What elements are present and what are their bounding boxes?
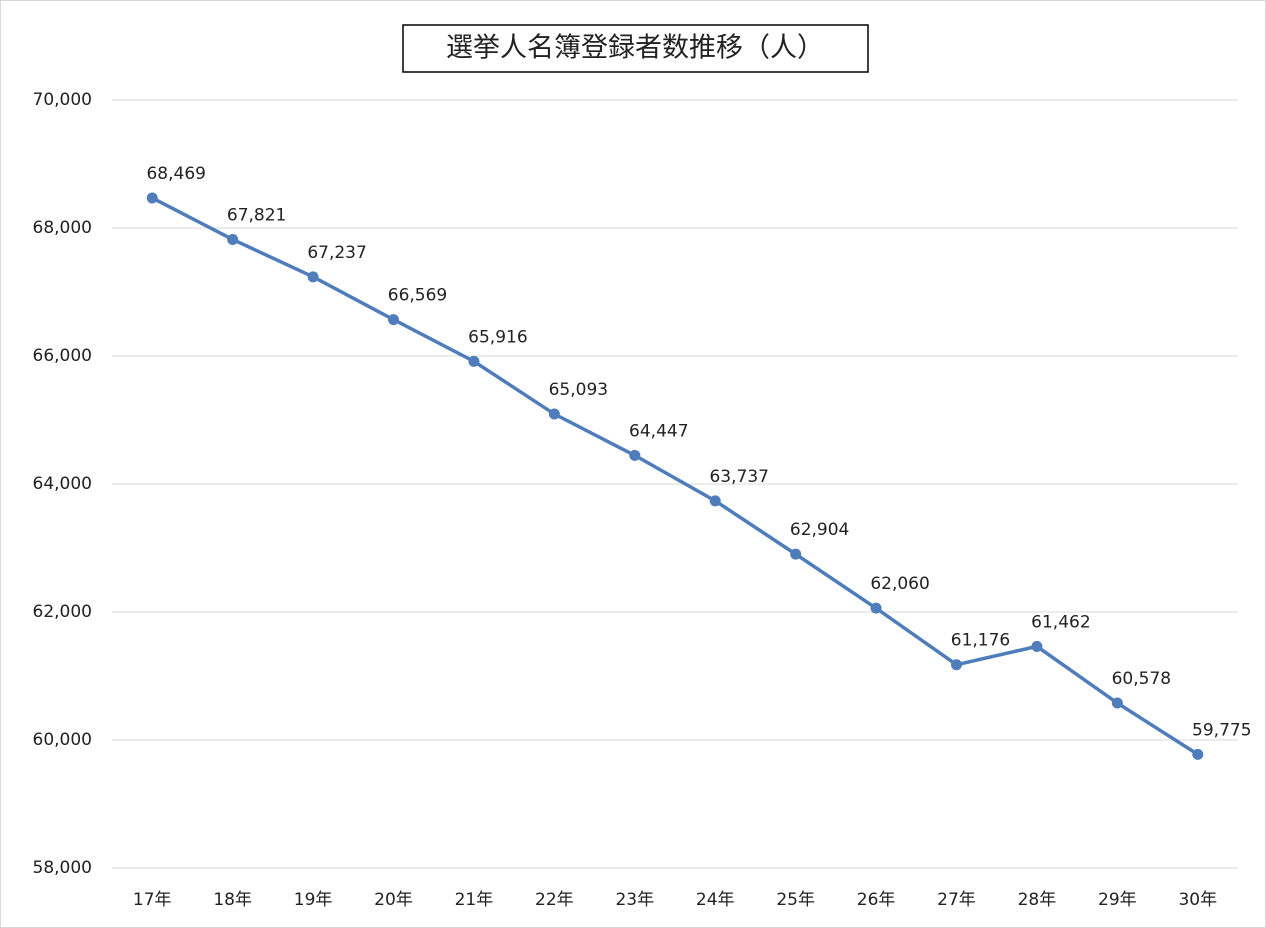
x-tick-label: 28年 — [1018, 890, 1057, 910]
point — [468, 355, 480, 367]
y-tick-label: 62,000 — [33, 602, 92, 622]
data-label: 67,237 — [307, 243, 366, 263]
point — [1192, 748, 1204, 760]
x-tick-label: 18年 — [213, 890, 252, 910]
data-label: 60,578 — [1112, 669, 1171, 689]
y-tick-label: 58,000 — [33, 858, 92, 878]
y-tick-label: 68,000 — [33, 218, 92, 238]
point — [951, 659, 962, 671]
data-label: 62,060 — [870, 574, 929, 594]
y-tick-label: 60,000 — [33, 730, 92, 750]
y-tick-label: 66,000 — [33, 346, 92, 366]
point — [146, 192, 158, 204]
x-tick-label: 30年 — [1178, 890, 1217, 910]
x-tick-label: 21年 — [455, 890, 494, 910]
point — [790, 548, 802, 560]
data-label: 65,916 — [468, 327, 527, 347]
point — [1031, 640, 1043, 652]
data-label: 64,447 — [629, 421, 688, 441]
point — [1111, 697, 1123, 709]
data-label: 65,093 — [549, 380, 608, 400]
data-label: 61,462 — [1031, 612, 1090, 632]
x-tick-label: 20年 — [374, 890, 413, 910]
point — [709, 495, 721, 507]
point — [227, 233, 239, 245]
x-tick-label: 26年 — [857, 890, 896, 910]
point — [870, 602, 882, 614]
data-label: 63,737 — [709, 467, 768, 487]
data-label: 61,176 — [951, 631, 1010, 651]
x-tick-label: 25年 — [776, 890, 815, 910]
data-label: 67,821 — [227, 205, 286, 225]
point — [548, 408, 560, 420]
x-tick-label: 19年 — [294, 890, 333, 910]
data-label: 66,569 — [388, 286, 447, 306]
data-label: 62,904 — [790, 520, 849, 540]
point — [629, 449, 641, 461]
y-tick-label: 70,000 — [33, 90, 92, 110]
x-tick-label: 23年 — [615, 890, 654, 910]
point — [307, 271, 319, 283]
x-tick-label: 29年 — [1098, 890, 1137, 910]
x-tick-label: 24年 — [696, 890, 735, 910]
y-tick-label: 64,000 — [33, 474, 92, 494]
data-label: 59,775 — [1192, 720, 1251, 740]
data-label: 68,469 — [146, 164, 205, 184]
x-tick-label: 17年 — [133, 890, 172, 910]
point — [388, 314, 399, 326]
x-tick-label: 22年 — [535, 890, 574, 910]
line — [151, 196, 1199, 756]
title-box — [402, 24, 869, 73]
x-tick-label: 27年 — [937, 890, 976, 910]
chart-title: 選挙人名簿登録者数推移（人） — [446, 33, 824, 64]
